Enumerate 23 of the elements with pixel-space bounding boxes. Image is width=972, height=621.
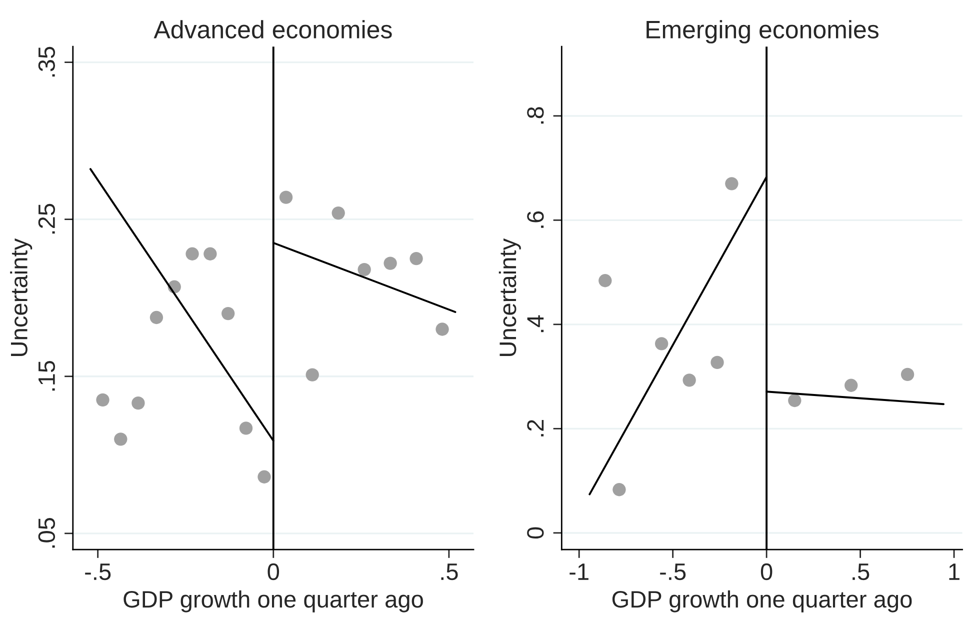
- y-tick-label: .05: [38, 518, 56, 548]
- x-tick-label: 1: [949, 564, 960, 580]
- x-axis-title: GDP growth one quarter ago: [612, 590, 912, 612]
- y-tick-label: .25: [38, 204, 56, 234]
- y-tick-label: .15: [38, 360, 56, 391]
- x-tick-label: .5: [441, 564, 458, 580]
- y-tick-label: .8: [527, 107, 544, 124]
- y-tick-label: .35: [38, 46, 56, 77]
- y-axis-title: Uncertainty: [10, 238, 32, 356]
- chart-title: Advanced economies: [154, 20, 392, 38]
- x-tick-label: 0: [760, 563, 772, 580]
- y-axis-title: Uncertainty: [498, 238, 521, 356]
- x-axis-title: GDP growth one quarter ago: [124, 590, 423, 612]
- x-tick-label: -1: [570, 564, 588, 580]
- x-tick-label: -.5: [85, 564, 111, 580]
- y-tick-label: .2: [527, 420, 544, 436]
- chart-title: Emerging economies: [646, 20, 878, 44]
- x-tick-label: -.5: [660, 564, 686, 580]
- x-tick-label: .5: [852, 564, 870, 580]
- y-tick-label: .6: [527, 211, 544, 228]
- x-tick-label: 0: [268, 563, 280, 580]
- y-tick-label: 0: [527, 527, 544, 539]
- y-tick-label: .4: [527, 315, 544, 332]
